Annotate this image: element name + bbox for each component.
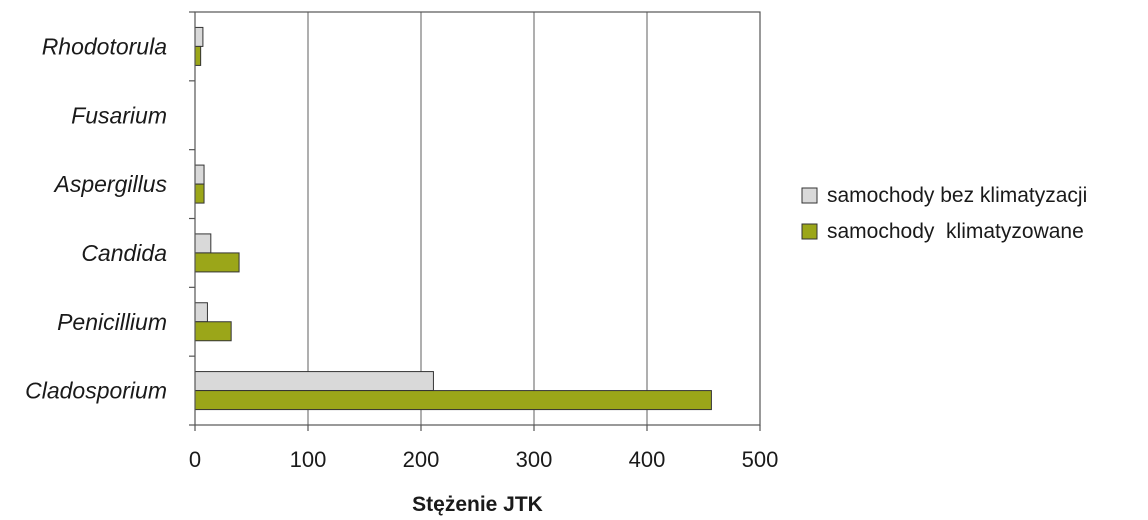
x-tick-label: 200 bbox=[403, 447, 440, 472]
bar-aspergillus-series-1 bbox=[194, 164, 205, 185]
bar-rhodotorula-series-1 bbox=[194, 26, 204, 47]
x-tick-label: 300 bbox=[516, 447, 553, 472]
bar-cladosporium-series-1 bbox=[194, 371, 434, 392]
bars bbox=[194, 26, 712, 411]
x-tick-labels: 0 100 200 300 400 500 bbox=[189, 447, 778, 472]
legend-label-series-2: samochody klimatyzowane bbox=[827, 220, 1084, 243]
bar-penicillium-series-2 bbox=[194, 321, 232, 342]
x-tick-label: 100 bbox=[290, 447, 327, 472]
bar-candida-series-1 bbox=[194, 233, 212, 254]
category-label: Fusarium bbox=[71, 102, 167, 128]
category-label: Candida bbox=[81, 240, 167, 266]
category-label: Cladosporium bbox=[25, 378, 167, 404]
category-labels: Rhodotorula Fusarium Aspergillus Candida Pen… bbox=[25, 33, 167, 403]
gridlines bbox=[307, 12, 648, 425]
bar-rhodotorula-series-2 bbox=[194, 45, 202, 66]
x-tick-label: 0 bbox=[189, 447, 201, 472]
bar-aspergillus-series-2 bbox=[194, 183, 205, 204]
category-label: Rhodotorula bbox=[42, 33, 167, 59]
category-label: Penicillium bbox=[57, 309, 167, 335]
x-tick-label: 500 bbox=[742, 447, 779, 472]
category-label: Aspergillus bbox=[53, 171, 168, 197]
x-axis-title: Stężenie JTK bbox=[412, 493, 543, 516]
bar-penicillium-series-1 bbox=[194, 302, 208, 323]
legend-label-series-1: samochody bez klimatyzacji bbox=[827, 184, 1087, 207]
legend-swatch-series-2 bbox=[801, 223, 818, 240]
legend-swatch-series-1 bbox=[801, 187, 818, 204]
bar-cladosporium-series-2 bbox=[194, 390, 712, 411]
plot-frame bbox=[194, 11, 761, 426]
bar-candida-series-2 bbox=[194, 252, 240, 273]
axis-ticks bbox=[189, 11, 761, 431]
x-tick-label: 400 bbox=[629, 447, 666, 472]
legend: samochody bez klimatyzacji samochody klim… bbox=[801, 184, 1087, 243]
